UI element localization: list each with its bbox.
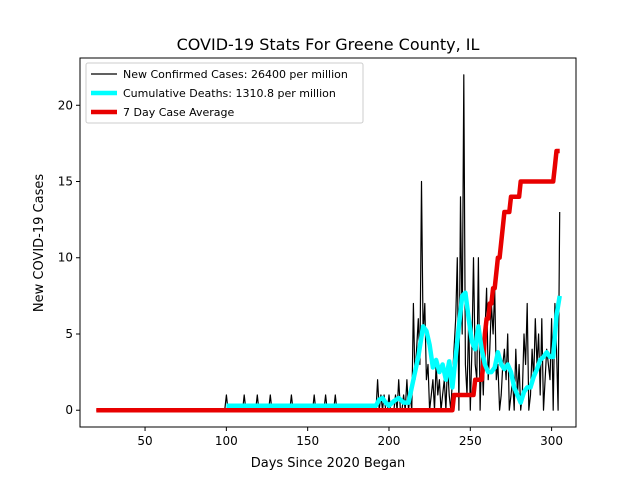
x-axis-label: Days Since 2020 Began	[251, 456, 406, 471]
legend-label-2: 7 Day Case Average	[123, 106, 235, 119]
legend-box	[85, 62, 364, 124]
y-axis: 0 5 10 15 20	[58, 98, 80, 417]
plot-area	[79, 57, 577, 428]
y-tick-label: 20	[58, 98, 73, 112]
y-tick-label: 5	[65, 327, 73, 341]
legend-label-0: New Confirmed Cases: 26400 per million	[123, 68, 348, 81]
y-tick-label: 0	[65, 403, 73, 417]
x-tick-label: 300	[540, 434, 563, 448]
series-line-1	[226, 290, 562, 408]
x-tick-label: 50	[137, 434, 152, 448]
x-tick-label: 200	[378, 434, 401, 448]
plot-frame	[79, 57, 577, 428]
y-axis-label: New COVID-19 Cases	[32, 174, 47, 312]
x-tick-label: 150	[296, 434, 319, 448]
x-tick-label: 100	[215, 434, 238, 448]
legend: New Confirmed Cases: 26400 per million Cu…	[85, 62, 364, 124]
x-tick-label: 250	[459, 434, 482, 448]
legend-label-1: Cumulative Deaths: 1310.8 per million	[123, 87, 336, 100]
y-tick-label: 10	[58, 251, 73, 265]
series-line-2	[96, 148, 561, 413]
x-axis: 50 100 150 200 250 300	[137, 427, 563, 448]
chart-title: COVID-19 Stats For Greene County, IL	[177, 35, 480, 54]
y-tick-label: 15	[58, 175, 73, 189]
